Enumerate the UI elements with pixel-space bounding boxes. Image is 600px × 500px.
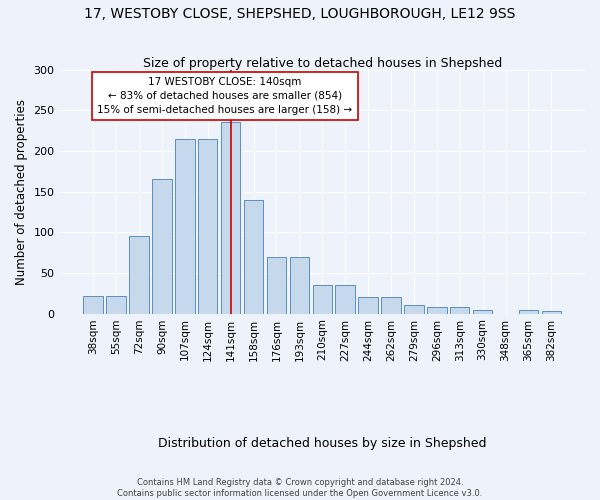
Bar: [542, 311, 561, 314]
Bar: [106, 296, 126, 314]
Bar: [267, 256, 286, 314]
Bar: [427, 307, 446, 314]
Bar: [404, 306, 424, 314]
Bar: [450, 307, 469, 314]
Bar: [175, 138, 194, 314]
Bar: [83, 296, 103, 314]
Bar: [335, 285, 355, 314]
Bar: [358, 298, 378, 314]
Bar: [129, 236, 149, 314]
Text: 17 WESTOBY CLOSE: 140sqm
← 83% of detached houses are smaller (854)
15% of semi-: 17 WESTOBY CLOSE: 140sqm ← 83% of detach…: [97, 77, 353, 115]
Bar: [198, 138, 217, 314]
Bar: [381, 298, 401, 314]
Bar: [519, 310, 538, 314]
Bar: [221, 122, 241, 314]
X-axis label: Distribution of detached houses by size in Shepshed: Distribution of detached houses by size …: [158, 437, 487, 450]
Title: Size of property relative to detached houses in Shepshed: Size of property relative to detached ho…: [143, 56, 502, 70]
Bar: [244, 200, 263, 314]
Bar: [313, 285, 332, 314]
Bar: [473, 310, 493, 314]
Y-axis label: Number of detached properties: Number of detached properties: [15, 98, 28, 284]
Text: Contains HM Land Registry data © Crown copyright and database right 2024.
Contai: Contains HM Land Registry data © Crown c…: [118, 478, 482, 498]
Bar: [290, 256, 309, 314]
Bar: [152, 180, 172, 314]
Text: 17, WESTOBY CLOSE, SHEPSHED, LOUGHBOROUGH, LE12 9SS: 17, WESTOBY CLOSE, SHEPSHED, LOUGHBOROUG…: [85, 8, 515, 22]
